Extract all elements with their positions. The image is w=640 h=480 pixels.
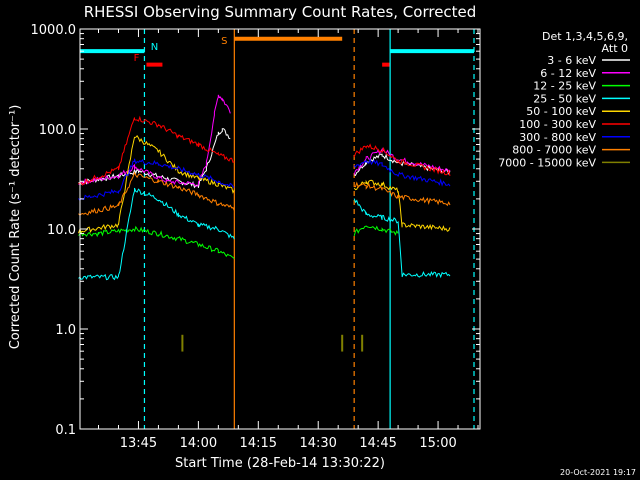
x-tick-label-1: 14:00 bbox=[180, 436, 217, 451]
x-tick-label-5: 15:00 bbox=[419, 436, 456, 451]
legend-label-6: 300 - 800 keV bbox=[519, 131, 596, 144]
legend-label-1: 6 - 12 keV bbox=[540, 67, 596, 80]
series-line-3 bbox=[78, 187, 451, 281]
legend-label-3: 25 - 50 keV bbox=[533, 92, 596, 105]
legend-label-7: 800 - 7000 keV bbox=[512, 144, 596, 157]
series-line-5 bbox=[78, 115, 451, 186]
x-tick-label-3: 14:30 bbox=[299, 436, 336, 451]
series-line-6 bbox=[78, 158, 451, 202]
x-tick-label-0: 13:45 bbox=[120, 436, 157, 451]
x-tick-label-2: 14:15 bbox=[240, 436, 277, 451]
annotation-F: F bbox=[134, 53, 140, 64]
legend-header-line1: Det 1,3,4,5,6,9, bbox=[542, 30, 628, 43]
chart-title: RHESSI Observing Summary Count Rates, Co… bbox=[84, 3, 477, 21]
footer-timestamp: 20-Oct-2021 19:17 bbox=[560, 468, 636, 477]
y-axis-label: Corrected Count Rate (s⁻¹ detector⁻¹) bbox=[8, 105, 23, 350]
annotation-S: S bbox=[221, 36, 227, 47]
y-tick-label-2: 10.0 bbox=[47, 223, 76, 238]
x-axis-label: Start Time (28-Feb-14 13:30:22) bbox=[175, 456, 385, 471]
series-line-7 bbox=[78, 171, 451, 216]
plot-frame bbox=[79, 28, 481, 430]
series-line-4 bbox=[78, 134, 451, 234]
y-tick-label-3: 100.0 bbox=[39, 123, 76, 138]
legend-label-8: 7000 - 15000 keV bbox=[498, 156, 596, 169]
plot-area: NF S bbox=[78, 29, 475, 429]
series-line-2 bbox=[78, 225, 399, 259]
y-tick-label-1: 1.0 bbox=[55, 323, 76, 338]
legend-header-line2: Att 0 bbox=[602, 42, 628, 55]
legend-label-0: 3 - 6 keV bbox=[547, 54, 596, 67]
series-line-1 bbox=[78, 94, 451, 187]
legend-label-4: 50 - 100 keV bbox=[526, 105, 596, 118]
legend-label-5: 100 - 300 keV bbox=[519, 118, 596, 131]
legend-label-2: 12 - 25 keV bbox=[533, 80, 596, 93]
annotation-N: N bbox=[151, 42, 158, 53]
y-tick-label-0: 0.1 bbox=[55, 423, 76, 438]
axes: 0.1 1.0 10.0 100.0 1000.0 13:45 14:00 14:15 14:3… bbox=[31, 23, 481, 451]
y-tick-label-4: 1000.0 bbox=[31, 23, 77, 38]
x-tick-label-4: 14:45 bbox=[359, 436, 396, 451]
